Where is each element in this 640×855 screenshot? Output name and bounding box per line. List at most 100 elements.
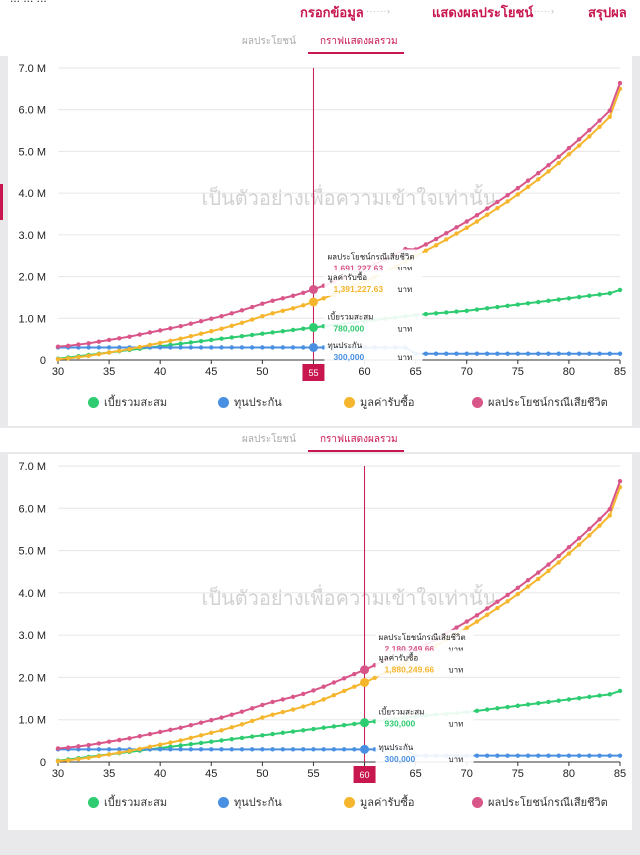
step-summary[interactable]: สรุปผล — [588, 5, 627, 20]
data-point — [106, 747, 112, 752]
chart-legend-2: เบี้ยรวมสะสม ทุนประกัน มูลค่ารับซื้อ ผลป… — [8, 793, 632, 813]
data-point — [587, 134, 592, 139]
data-point — [341, 723, 347, 728]
tooltip-sum-insured-value: 300,000 — [385, 754, 416, 764]
x-tick-label: 35 — [103, 768, 115, 780]
data-point — [464, 351, 469, 356]
data-point — [117, 336, 122, 341]
data-point — [280, 296, 285, 301]
data-point — [433, 311, 439, 316]
tooltip-bg — [375, 704, 474, 731]
data-point — [301, 303, 306, 308]
legend-item-premium[interactable]: เบี้ยรวมสะสม — [88, 793, 167, 811]
data-point — [607, 114, 612, 120]
tab-total-graph[interactable]: กราฟแสดงผลรวม — [320, 36, 398, 47]
legend-item-death-benefit[interactable]: ผลประโยชน์กรณีเสียชีวิต — [472, 393, 608, 411]
data-point — [239, 747, 245, 752]
legend-item-death-benefit[interactable]: ผลประโยชน์กรณีเสียชีวิต — [472, 793, 608, 811]
data-point — [617, 351, 623, 356]
benefit-chart-1[interactable]: 0 1.0 M 2.0 M 3.0 M 4.0 M 5.0 M 6.0 M 7.0 M 30 35… — [8, 56, 632, 386]
data-point — [137, 332, 142, 337]
legend-item-sum-insured[interactable]: ทุนประกัน — [218, 793, 282, 811]
legend-dot-icon — [218, 396, 229, 408]
tooltip-sum-insured-value: 300,000 — [333, 352, 364, 362]
legend-item-premium[interactable]: เบี้ยรวมสะสม — [88, 393, 167, 411]
data-point — [566, 753, 572, 758]
data-point — [188, 735, 194, 741]
data-point — [474, 613, 480, 618]
legend-dot-icon — [344, 796, 355, 808]
step-fill-data[interactable]: กรอกข้อมูล — [300, 5, 364, 20]
legend-item-sum-insured[interactable]: ทุนประกัน — [218, 393, 282, 411]
data-point — [168, 740, 173, 745]
data-point — [566, 697, 572, 702]
data-point — [157, 345, 163, 350]
data-point — [536, 351, 541, 356]
data-point — [331, 747, 337, 752]
data-point — [617, 287, 623, 293]
data-point — [607, 692, 612, 697]
data-point — [106, 752, 112, 757]
tab-benefits[interactable]: ผลประโยชน์ — [242, 36, 296, 47]
benefit-chart-2[interactable]: 0 1.0 M 2.0 M 3.0 M 4.0 M 5.0 M 6.0 M 7.0 M 30 35… — [8, 454, 632, 788]
tooltip-sum-insured-unit: บาท — [449, 755, 464, 764]
data-point — [66, 745, 71, 750]
tab-benefits[interactable]: ผลประโยชน์ — [242, 434, 296, 445]
data-point — [525, 301, 531, 306]
data-point — [587, 293, 592, 298]
data-point — [331, 692, 337, 698]
data-point — [607, 291, 612, 296]
data-point — [249, 747, 255, 752]
data-point — [239, 308, 245, 313]
death-benefit-line — [57, 82, 621, 348]
data-point — [484, 753, 490, 758]
marker-point — [308, 322, 318, 332]
tab-active-underline — [308, 450, 404, 452]
data-point — [536, 299, 541, 305]
data-point — [556, 553, 561, 559]
x-tick-label: 55 — [307, 768, 319, 780]
data-point — [260, 345, 265, 350]
data-point — [454, 225, 459, 230]
data-point — [587, 351, 592, 356]
x-tick-label: 50 — [256, 768, 268, 780]
data-point — [209, 337, 214, 343]
tooltip-death-benefit-unit: บาท — [397, 264, 412, 273]
data-point — [178, 747, 183, 752]
legend-item-surrender[interactable]: มูลค่ารับซื้อ — [344, 793, 415, 811]
legend-item-surrender[interactable]: มูลค่ารับซื้อ — [344, 393, 415, 411]
age-marker-label: 60 — [360, 770, 370, 780]
data-point — [117, 345, 122, 350]
step-show-benefits[interactable]: แสดงผลประโยชน์ — [432, 5, 534, 20]
data-point — [474, 619, 480, 624]
data-point — [280, 308, 285, 313]
y-tick-label: 7.0 M — [18, 461, 46, 473]
tab-total-graph[interactable]: กราฟแสดงผลรวม — [320, 434, 398, 445]
data-point — [188, 742, 194, 747]
data-point — [280, 329, 285, 334]
data-point — [209, 747, 214, 752]
data-point — [515, 591, 521, 597]
data-point — [474, 213, 480, 218]
data-point — [86, 341, 91, 346]
tab-bar: ผลประโยชน์ กราฟแสดงผลรวม — [0, 28, 640, 54]
data-point — [137, 344, 142, 350]
data-point — [239, 722, 245, 727]
data-point — [444, 351, 449, 356]
tooltip-death-benefit-label: ผลประโยชน์กรณีเสียชีวิต — [379, 632, 466, 642]
marker-point — [360, 718, 370, 728]
data-point — [566, 551, 572, 556]
data-point — [127, 748, 132, 754]
data-point — [321, 697, 326, 702]
data-point — [495, 199, 500, 205]
data-point — [280, 747, 285, 752]
data-point — [515, 192, 521, 197]
tooltip-premium-unit: บาท — [449, 720, 464, 729]
data-point — [260, 331, 265, 336]
tooltip-sum-insured-label: ทุนประกัน — [327, 341, 362, 350]
data-point — [597, 351, 602, 356]
data-point — [86, 345, 91, 350]
data-point — [525, 178, 531, 183]
data-point — [587, 694, 592, 700]
data-point — [321, 747, 326, 752]
